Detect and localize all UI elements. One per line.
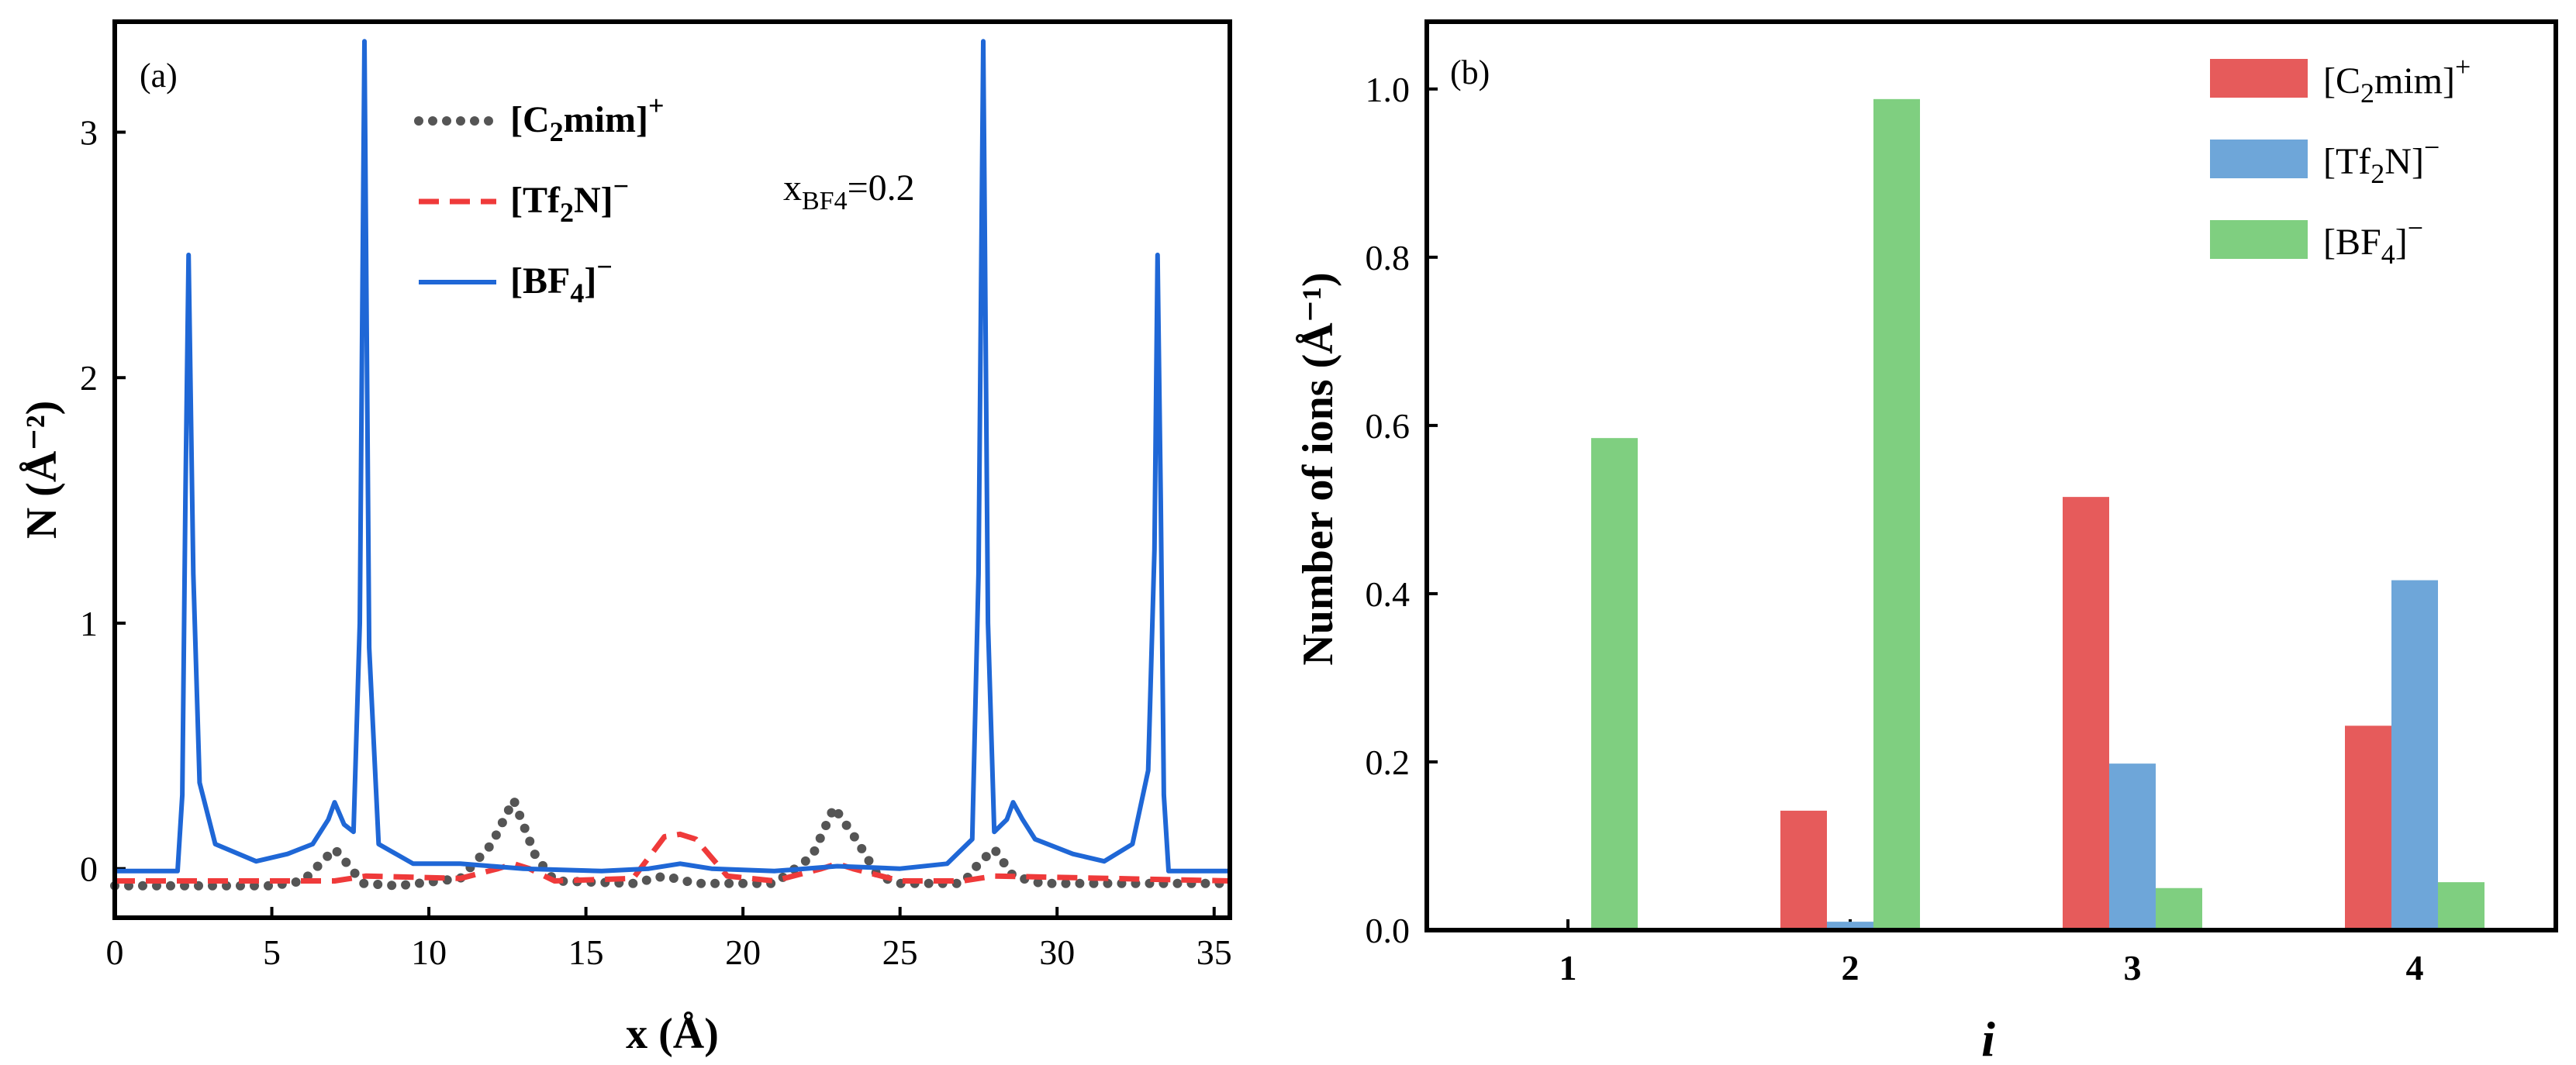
b-x-tick-label: 1	[1559, 948, 1577, 987]
b-bar-bf4-4	[2438, 882, 2484, 930]
a-legend-label-cation: [C2mim]+	[510, 90, 664, 147]
panel-b-bars	[1591, 98, 2484, 930]
a-legend-label-tf2n: [Tf2N]−	[510, 171, 629, 228]
b-bar-cation-2	[1780, 810, 1827, 930]
b-y-tick-label: 0.6	[1366, 406, 1411, 446]
b-bar-tf2n-3	[2109, 763, 2156, 930]
b-bar-bf4-1	[1591, 438, 1638, 930]
panel-a-ticks: 0 5 10 15 20 25 30 35 0 1 2 3	[80, 113, 1232, 972]
panel-b-bar-chart: 0.0 0.2 0.4 0.6 0.8 1.0 1 2 3 4 (b) [C2mim]+ [Tf2N…	[1294, 19, 2558, 1065]
b-y-tick-label: 0.8	[1366, 238, 1411, 277]
b-x-tick-label: 2	[1842, 948, 1859, 987]
b-legend-label-tf2n: [Tf2N]−	[2323, 132, 2440, 189]
panel-b-ticks: 0.0 0.2 0.4 0.6 0.8 1.0 1 2 3 4	[1366, 70, 2424, 987]
panel-a-legend: [C2mim]+ [Tf2N]− [BF4]−	[414, 90, 664, 308]
b-x-tick-label: 3	[2124, 948, 2142, 987]
panel-a-x-axis-title: x (Å)	[626, 1010, 719, 1058]
a-x-tick-label: 30	[1039, 932, 1075, 972]
b-bar-cation-3	[2063, 497, 2109, 930]
b-legend-label-cation: [C2mim]+	[2323, 51, 2471, 109]
a-x-tick-label: 35	[1196, 932, 1232, 972]
a-series-cation	[110, 795, 1234, 891]
b-bar-tf2n-4	[2391, 580, 2438, 930]
a-series-bf4	[115, 39, 1230, 874]
panel-a-frame	[112, 19, 1232, 920]
b-legend-label-bf4: [BF4]−	[2323, 212, 2423, 270]
a-y-tick-label: 1	[80, 604, 98, 643]
a-x-tick-label: 15	[568, 932, 604, 972]
b-legend-swatch-bf4	[2210, 220, 2308, 259]
b-y-tick-label: 0.2	[1366, 743, 1411, 782]
panel-a-annotation: xBF4=0.2	[783, 167, 915, 215]
b-bar-bf4-2	[1873, 98, 1920, 930]
a-x-tick-label: 25	[882, 932, 918, 972]
b-y-tick-label: 1.0	[1366, 70, 1411, 109]
a-series-tf2n	[115, 831, 1231, 884]
a-x-tick-label: 0	[106, 932, 124, 972]
panel-b-legend: [C2mim]+ [Tf2N]− [BF4]−	[2210, 51, 2471, 270]
b-bar-tf2n-2	[1827, 922, 1873, 930]
panel-a-series	[110, 39, 1234, 891]
b-x-tick-label: 4	[2406, 948, 2424, 987]
panel-b-frame	[1424, 19, 2558, 932]
b-y-tick-label: 0.4	[1366, 574, 1411, 614]
panel-b-x-axis-title: i	[1981, 1012, 1995, 1065]
b-bar-cation-4	[2345, 726, 2391, 930]
a-x-tick-label: 5	[263, 932, 281, 972]
panel-b-label: (b)	[1450, 53, 1490, 91]
a-y-tick-label: 3	[80, 113, 98, 153]
a-y-tick-label: 0	[80, 850, 98, 889]
b-legend-swatch-cation	[2210, 59, 2308, 98]
a-legend-label-bf4: [BF4]−	[510, 251, 613, 308]
a-x-tick-label: 10	[411, 932, 447, 972]
b-y-tick-label: 0.0	[1366, 911, 1411, 950]
panel-a-y-axis-title: N (Å⁻²)	[18, 401, 66, 539]
b-bar-bf4-3	[2156, 888, 2202, 930]
b-legend-swatch-tf2n	[2210, 140, 2308, 178]
a-x-tick-label: 20	[725, 932, 761, 972]
panel-b-y-axis-title: Number of ions (Å⁻¹)	[1294, 272, 1342, 665]
a-y-tick-label: 2	[80, 358, 98, 398]
panel-a-label: (a)	[140, 57, 178, 95]
panel-a-line-chart: 0 5 10 15 20 25 30 35 0 1 2 3 (a) [C2mim]+ [Tf2N]− [B…	[18, 19, 1234, 1058]
